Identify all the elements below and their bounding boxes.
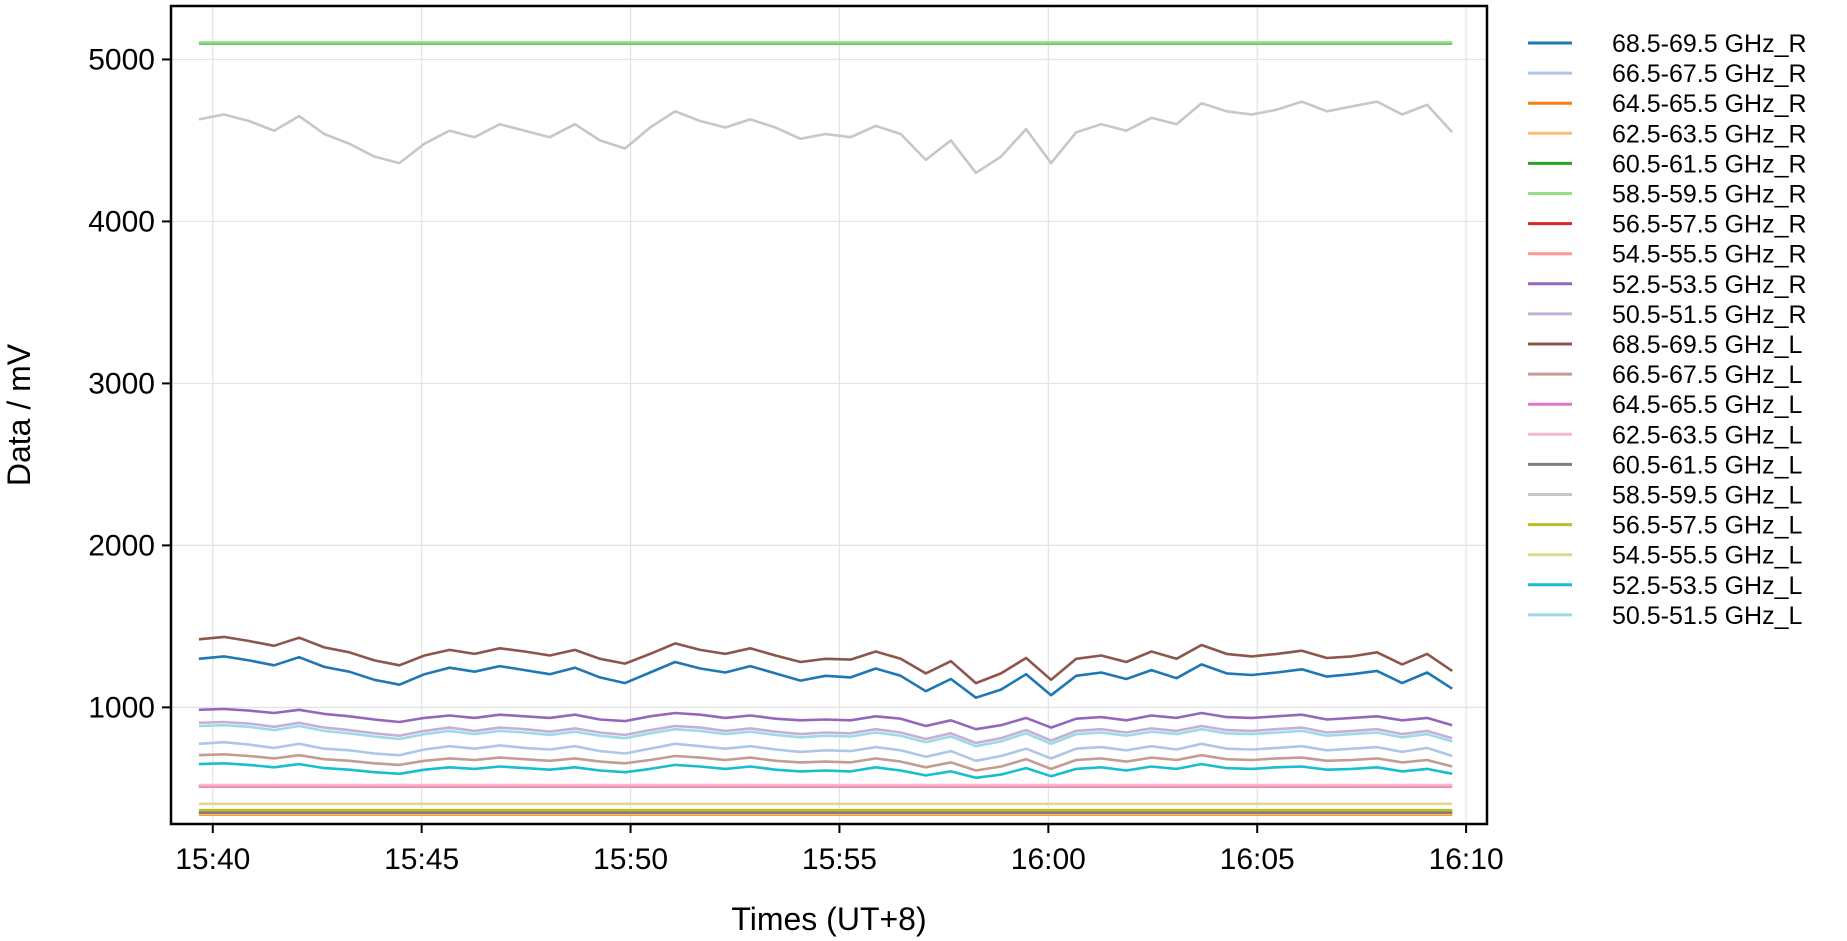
series-line-11 xyxy=(198,752,1453,772)
x-tick-label: 15:55 xyxy=(802,843,877,876)
legend-label: 58.5-59.5 GHz_R xyxy=(1612,181,1807,209)
series-line-15 xyxy=(198,100,1454,175)
y-tick-label: 2000 xyxy=(88,529,155,562)
legend-label: 56.5-57.5 GHz_R xyxy=(1612,211,1807,239)
legend-label: 66.5-67.5 GHz_R xyxy=(1612,60,1807,88)
legend-label: 68.5-69.5 GHz_L xyxy=(1612,331,1802,359)
x-axis: 15:40 15:45 15:50 15:55 16:00 16:05 16:10 xyxy=(175,824,1504,876)
legend-label: 58.5-59.5 GHz_L xyxy=(1612,482,1802,510)
y-tick-label: 4000 xyxy=(88,205,155,238)
legend-label: 62.5-63.5 GHz_R xyxy=(1612,120,1807,148)
series-line-8 xyxy=(198,707,1453,731)
series-line-1 xyxy=(198,740,1453,763)
x-tick-label: 16:05 xyxy=(1220,843,1295,876)
series-line-0 xyxy=(198,655,1453,700)
legend-label: 62.5-63.5 GHz_L xyxy=(1612,421,1802,449)
legend-label: 60.5-61.5 GHz_L xyxy=(1612,451,1802,479)
plot-frame xyxy=(169,4,1489,826)
legend-label: 52.5-53.5 GHz_L xyxy=(1612,572,1802,600)
legend: 68.5-69.5 GHz_R66.5-67.5 GHz_R64.5-65.5 … xyxy=(1528,30,1807,630)
series-line-10 xyxy=(198,635,1453,685)
legend-label: 54.5-55.5 GHz_R xyxy=(1612,241,1807,269)
legend-label: 50.5-51.5 GHz_R xyxy=(1612,301,1807,329)
legend-label: 66.5-67.5 GHz_L xyxy=(1612,361,1802,389)
series-line-19 xyxy=(198,723,1453,748)
series-line-18 xyxy=(198,761,1453,780)
x-tick-label: 15:50 xyxy=(593,843,668,876)
y-axis: 1000 2000 3000 4000 5000 xyxy=(88,43,171,724)
y-tick-label: 5000 xyxy=(88,43,155,76)
legend-label: 50.5-51.5 GHz_L xyxy=(1612,602,1802,630)
legend-label: 52.5-53.5 GHz_R xyxy=(1612,271,1807,299)
legend-label: 54.5-55.5 GHz_L xyxy=(1612,542,1802,570)
legend-label: 56.5-57.5 GHz_L xyxy=(1612,512,1802,540)
legend-label: 64.5-65.5 GHz_R xyxy=(1612,90,1807,118)
x-tick-label: 15:40 xyxy=(175,843,250,876)
x-tick-label: 16:10 xyxy=(1429,843,1504,876)
x-tick-label: 16:00 xyxy=(1011,843,1086,876)
legend-label: 68.5-69.5 GHz_R xyxy=(1612,30,1807,58)
legend-label: 64.5-65.5 GHz_L xyxy=(1612,391,1802,419)
x-tick-label: 15:45 xyxy=(384,843,459,876)
grid xyxy=(171,6,1487,824)
y-tick-label: 1000 xyxy=(88,691,155,724)
legend-label: 60.5-61.5 GHz_R xyxy=(1612,150,1807,178)
plot-series xyxy=(198,41,1454,816)
x-axis-label: Times (UT+8) xyxy=(731,901,926,937)
y-axis-label: Data / mV xyxy=(1,343,37,486)
series-line-9 xyxy=(198,720,1453,745)
y-tick-label: 3000 xyxy=(88,367,155,400)
